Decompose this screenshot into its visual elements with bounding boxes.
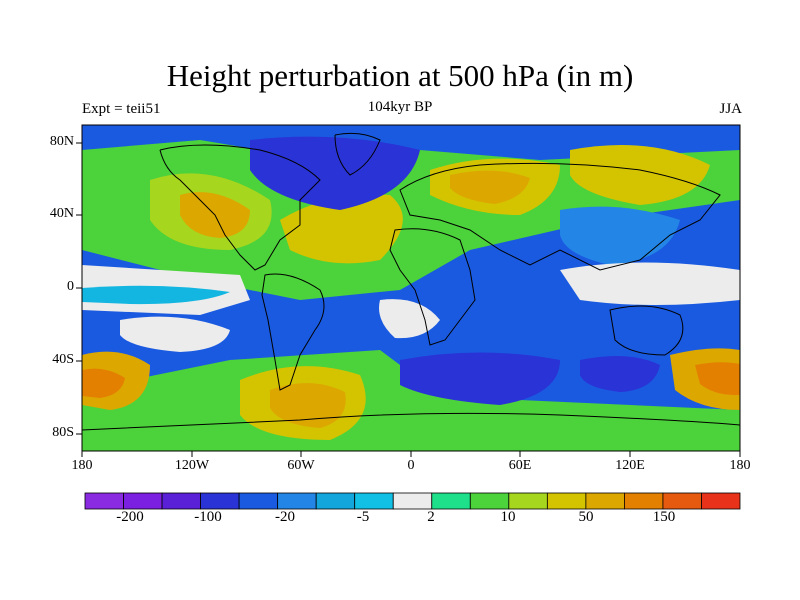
lat-label-80s: 80S xyxy=(52,425,74,440)
colorbar-swatch xyxy=(277,492,317,510)
coast-eurasia xyxy=(399,162,721,271)
lon-label-180w: 180 xyxy=(71,458,93,473)
field-low-southern xyxy=(400,352,560,405)
lat-label-40s: 40S xyxy=(52,352,74,367)
colorbar-swatch xyxy=(701,492,741,510)
coast-greenland xyxy=(334,132,381,176)
field-high-antarctic-core xyxy=(270,382,346,428)
coast-antarctica xyxy=(82,412,740,431)
field-neutral-tropics-east xyxy=(560,262,740,305)
colorbar-label-5: 2 xyxy=(427,509,435,525)
field-high-atlantic xyxy=(280,194,403,264)
colorbar-swatch xyxy=(354,492,394,510)
colorbar-label-1: -200 xyxy=(116,509,144,525)
field-neutral-atlantic xyxy=(379,299,440,339)
colorbar-swatch xyxy=(431,492,471,510)
field-neutral-south-pac xyxy=(120,316,230,352)
colorbar-swatch xyxy=(200,492,240,510)
colorbar-label-4: -5 xyxy=(356,509,370,525)
colorbar-swatch xyxy=(161,492,201,510)
coast-africa xyxy=(389,228,476,346)
experiment-label: Expt = teii51 xyxy=(82,101,161,117)
field-cyan-tropics xyxy=(82,285,230,305)
map-ticks xyxy=(76,142,741,457)
colorbar-swatch xyxy=(585,492,625,510)
lat-label-40n: 40N xyxy=(49,206,74,221)
lon-label-120e: 120E xyxy=(615,458,645,473)
colorbar-label-8: 150 xyxy=(652,509,676,525)
lon-label-0: 0 xyxy=(407,458,415,473)
coast-south-america xyxy=(261,273,325,391)
field-high-sw-pacific-core xyxy=(82,368,125,398)
colorbar-label-3: -20 xyxy=(275,509,295,525)
colorbar-swatch xyxy=(392,492,433,510)
colorbar xyxy=(84,492,741,510)
colorbar-swatch xyxy=(662,492,702,510)
colorbar-swatch xyxy=(508,492,548,510)
field-low-greenland xyxy=(250,136,420,210)
page-title: Height perturbation at 500 hPa (in m) xyxy=(166,58,634,93)
lon-label-60w: 60W xyxy=(287,458,315,473)
lon-label-180e: 180 xyxy=(729,458,751,473)
period-label: 104kyr BP xyxy=(367,99,433,115)
coast-north-america xyxy=(159,144,321,271)
colorbar-label-7: 50 xyxy=(578,509,594,525)
colorbar-swatch xyxy=(546,492,587,510)
season-label: JJA xyxy=(719,101,742,117)
colorbar-swatch xyxy=(238,492,279,510)
lon-label-120w: 120W xyxy=(174,458,210,473)
colorbar-label-2: -100 xyxy=(194,509,222,525)
field-green-south xyxy=(82,350,740,451)
field-high-asia-core xyxy=(450,170,530,204)
field-high-se-pacific-core xyxy=(695,362,740,396)
coast-australia xyxy=(609,305,684,356)
colorbar-swatch xyxy=(624,492,664,510)
colorbar-swatch xyxy=(469,492,510,510)
colorbar-swatch xyxy=(84,492,124,510)
coastlines xyxy=(82,132,740,431)
field-high-nepac xyxy=(570,145,710,205)
lon-label-60e: 60E xyxy=(508,458,532,473)
height-field xyxy=(82,125,740,451)
colorbar-swatch xyxy=(123,492,163,510)
colorbar-swatch xyxy=(315,492,356,510)
field-low-southern-2 xyxy=(580,356,660,392)
field-low-east-asia xyxy=(560,206,680,265)
lat-label-0: 0 xyxy=(67,279,74,294)
colorbar-label-6: 10 xyxy=(500,509,516,525)
lat-label-80n: 80N xyxy=(49,134,74,149)
